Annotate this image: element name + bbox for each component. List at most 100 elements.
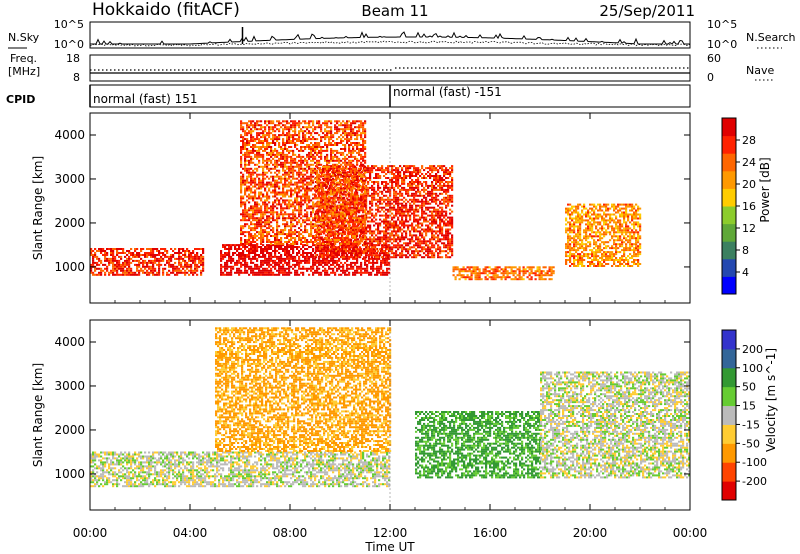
power-cell bbox=[601, 249, 604, 252]
power-cell bbox=[240, 161, 243, 164]
power-cell bbox=[260, 193, 263, 196]
power-cell bbox=[569, 203, 572, 206]
power-cell bbox=[298, 267, 301, 270]
power-cell bbox=[445, 232, 448, 235]
power-cell bbox=[546, 270, 549, 273]
power-cell bbox=[358, 265, 361, 268]
power-cell bbox=[254, 185, 257, 188]
power-cell bbox=[591, 209, 594, 212]
power-cell bbox=[425, 230, 428, 233]
power-cell bbox=[439, 179, 442, 181]
power-cell bbox=[246, 149, 249, 152]
power-cell bbox=[94, 248, 97, 250]
power-cell bbox=[437, 234, 440, 237]
power-cell bbox=[352, 271, 355, 274]
power-cell bbox=[381, 190, 384, 193]
power-cell bbox=[341, 234, 344, 237]
power-cell bbox=[431, 169, 434, 172]
power-cell bbox=[100, 259, 103, 262]
power-cell bbox=[599, 243, 602, 246]
power-cell bbox=[258, 146, 261, 148]
power-cell bbox=[248, 181, 251, 184]
power-cell bbox=[382, 261, 385, 264]
power-cell bbox=[597, 217, 600, 220]
power-cell bbox=[447, 242, 450, 245]
power-cell bbox=[248, 132, 251, 135]
power-cell bbox=[569, 213, 572, 216]
power-cell bbox=[395, 234, 398, 237]
power-cell bbox=[433, 165, 436, 168]
power-cell bbox=[200, 255, 203, 258]
power-cell bbox=[603, 259, 606, 261]
power-cell bbox=[258, 237, 261, 239]
power-cell bbox=[319, 208, 322, 211]
power-cell bbox=[387, 196, 390, 199]
power-cell bbox=[623, 207, 626, 210]
power-cell bbox=[573, 235, 576, 238]
power-cell bbox=[136, 273, 139, 276]
power-cell bbox=[407, 242, 410, 245]
power-cell bbox=[364, 261, 367, 264]
power-cell bbox=[158, 263, 161, 266]
power-cell bbox=[288, 273, 291, 276]
power-cell bbox=[579, 253, 582, 256]
power-cell bbox=[254, 246, 257, 248]
power-cell bbox=[130, 257, 133, 260]
power-cell bbox=[631, 257, 634, 259]
power-cell bbox=[377, 204, 380, 207]
power-cell bbox=[260, 225, 263, 228]
power-cell bbox=[126, 271, 129, 274]
power-cell bbox=[342, 263, 345, 266]
power-cell bbox=[346, 263, 349, 266]
power-cell bbox=[356, 265, 359, 268]
power-cell bbox=[550, 266, 553, 269]
power-cell bbox=[409, 173, 412, 175]
power-cell bbox=[421, 212, 424, 215]
power-cell bbox=[411, 184, 414, 187]
power-cell bbox=[447, 248, 450, 251]
power-cell bbox=[124, 259, 127, 262]
power-cell bbox=[615, 235, 618, 238]
power-cell bbox=[631, 235, 634, 238]
power-cell bbox=[623, 229, 626, 232]
power-cell bbox=[510, 266, 513, 269]
power-cell bbox=[441, 165, 444, 168]
power-cell bbox=[228, 271, 231, 274]
power-cell bbox=[381, 236, 384, 239]
power-cell bbox=[427, 175, 430, 177]
power-cell bbox=[607, 231, 610, 234]
power-cell bbox=[340, 273, 343, 276]
power-cell bbox=[421, 248, 424, 251]
power-cell bbox=[250, 179, 253, 182]
power-cell bbox=[260, 223, 263, 226]
power-cell bbox=[367, 242, 370, 245]
power-cell bbox=[92, 261, 95, 264]
power-cell bbox=[425, 208, 428, 211]
power-cell bbox=[387, 186, 390, 189]
power-cell bbox=[431, 242, 434, 245]
power-cell bbox=[441, 192, 444, 195]
power-cell bbox=[405, 234, 408, 237]
power-cell bbox=[581, 209, 584, 212]
power-cell bbox=[405, 218, 408, 221]
power-cell bbox=[132, 252, 135, 254]
power-cell bbox=[264, 248, 267, 250]
power-cell bbox=[619, 235, 622, 238]
power-cell bbox=[346, 265, 349, 268]
power-cell bbox=[629, 203, 632, 206]
power-cell bbox=[252, 120, 255, 123]
power-cell bbox=[284, 267, 287, 270]
power-cell bbox=[240, 231, 243, 234]
power-cell bbox=[575, 259, 578, 261]
power-cell bbox=[526, 266, 529, 269]
power-cell bbox=[577, 225, 580, 228]
power-cell bbox=[280, 271, 283, 274]
power-cell bbox=[621, 211, 624, 214]
power-cell bbox=[222, 254, 225, 256]
power-cell bbox=[445, 169, 448, 172]
power-cell bbox=[397, 210, 400, 213]
power-cell bbox=[246, 269, 249, 272]
power-cell bbox=[393, 246, 396, 249]
power-cell bbox=[252, 149, 255, 152]
power-cell bbox=[405, 202, 408, 205]
